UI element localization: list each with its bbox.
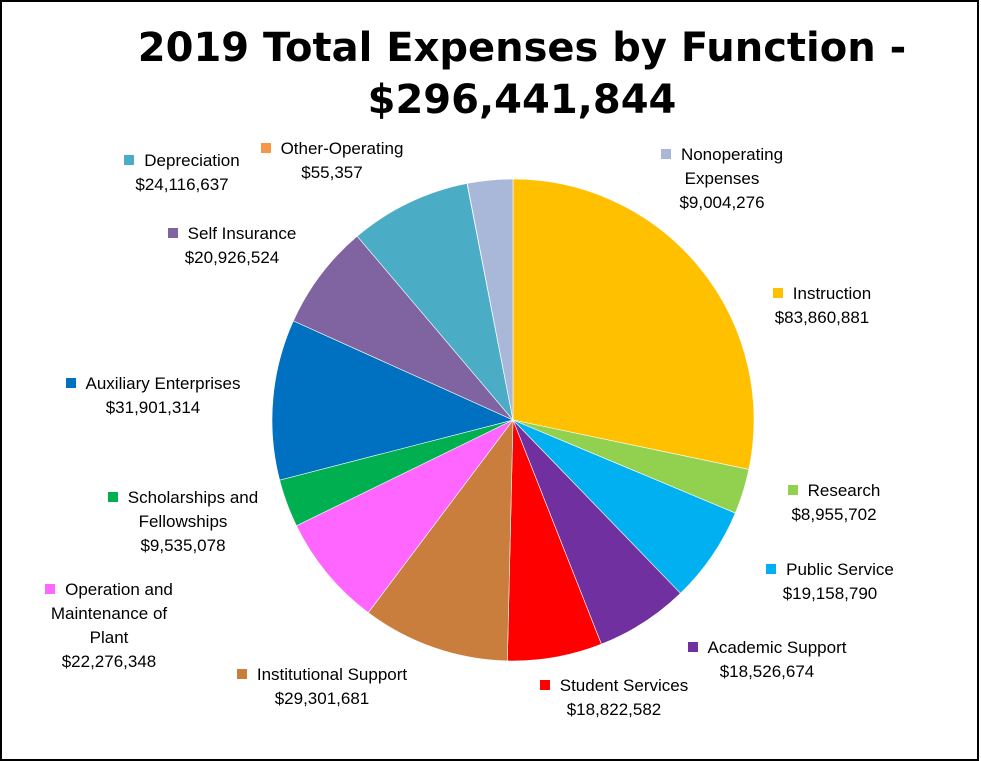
chart-title: 2019 Total Expenses by Function - — [137, 25, 907, 71]
data-label-name: Self Insurance — [132, 222, 332, 246]
legend-swatch — [687, 642, 698, 652]
data-label-value: $9,535,078 — [140, 536, 226, 555]
data-label-instruction: Instruction $83,860,881 — [722, 282, 922, 330]
legend-swatch — [260, 143, 271, 153]
pie-slice-instruction — [512, 178, 755, 470]
data-label-value: $31,901,314 — [105, 398, 201, 417]
data-label-value: $18,822,582 — [566, 700, 662, 719]
data-label-scholarships-and-fellowships: Scholarships and Fellowships $9,535,078 — [78, 486, 288, 558]
legend-swatch — [660, 149, 671, 159]
data-label-operation-and-maintenance-of-plant: Operation and Maintenance of Plant $22,276,… — [14, 578, 204, 674]
legend-swatch — [236, 669, 247, 679]
data-label-auxiliary-enterprises: Auxiliary Enterprises $31,901,314 — [28, 372, 278, 420]
data-label-value: $29,301,681 — [274, 689, 370, 708]
pie-slice-operation-and-maintenance-of-plant — [296, 419, 514, 614]
data-label-institutional-support: Institutional Support $29,301,681 — [202, 663, 442, 711]
legend-swatch — [772, 288, 783, 298]
data-label-self-insurance: Self Insurance $20,926,524 — [132, 222, 332, 270]
legend-swatch — [65, 378, 76, 388]
pie-slice-auxiliary-enterprises — [271, 320, 514, 481]
data-label-value: $19,158,790 — [782, 584, 878, 603]
data-label-name: Nonoperating — [622, 143, 822, 167]
chart-title-total: $296,441,844 — [367, 77, 677, 123]
data-label-research: Research $8,955,702 — [744, 479, 924, 527]
data-label-value: $22,276,348 — [61, 652, 157, 671]
pie-slice-nonoperating-expenses — [466, 178, 514, 421]
data-label-public-service: Public Service $19,158,790 — [730, 558, 930, 606]
data-label-other-operating: Other-Operating $55,357 — [232, 137, 432, 185]
data-label-value: $20,926,524 — [184, 248, 280, 267]
data-label-name: Scholarships and — [78, 486, 288, 510]
data-label-name: Auxiliary Enterprises — [28, 372, 278, 396]
data-label-value: $9,004,276 — [679, 193, 765, 212]
legend-swatch — [539, 680, 550, 690]
data-label-name: Instruction — [722, 282, 922, 306]
legend-swatch — [124, 155, 135, 165]
data-label-student-services: Student Services $18,822,582 — [514, 674, 714, 722]
data-label-name: Student Services — [514, 674, 714, 698]
data-label-name: Fellowships — [138, 512, 228, 531]
data-label-nonoperating-expenses: Nonoperating Expenses $9,004,276 — [622, 143, 822, 215]
data-label-value: $55,357 — [301, 163, 363, 182]
data-label-name: Expenses — [684, 169, 760, 188]
data-label-academic-support: Academic Support $18,526,674 — [652, 636, 882, 684]
data-label-name: Research — [744, 479, 924, 503]
data-label-value: $18,526,674 — [719, 662, 815, 681]
legend-swatch — [167, 228, 178, 238]
data-label-name: Academic Support — [652, 636, 882, 660]
data-label-name: Plant — [89, 628, 129, 647]
data-label-value: $83,860,881 — [774, 308, 870, 327]
data-label-value: $24,116,637 — [135, 175, 229, 194]
legend-swatch — [787, 485, 798, 495]
data-label-name: Other-Operating — [232, 137, 432, 161]
data-label-name: Public Service — [730, 558, 930, 582]
data-label-name: Institutional Support — [202, 663, 442, 687]
data-label-name: Operation and — [14, 578, 204, 602]
pie-slice-institutional-support — [367, 419, 514, 662]
pie-slice-depreciation — [356, 183, 514, 422]
data-label-name: Depreciation — [82, 149, 282, 173]
legend-swatch — [107, 492, 118, 502]
data-label-value: $8,955,702 — [791, 505, 877, 524]
data-label-name: Maintenance of — [50, 604, 168, 623]
data-label-depreciation: Depreciation $24,116,637 — [82, 149, 282, 197]
pie-slice-self-insurance — [292, 235, 514, 421]
legend-swatch — [766, 564, 777, 574]
legend-swatch — [45, 584, 56, 594]
